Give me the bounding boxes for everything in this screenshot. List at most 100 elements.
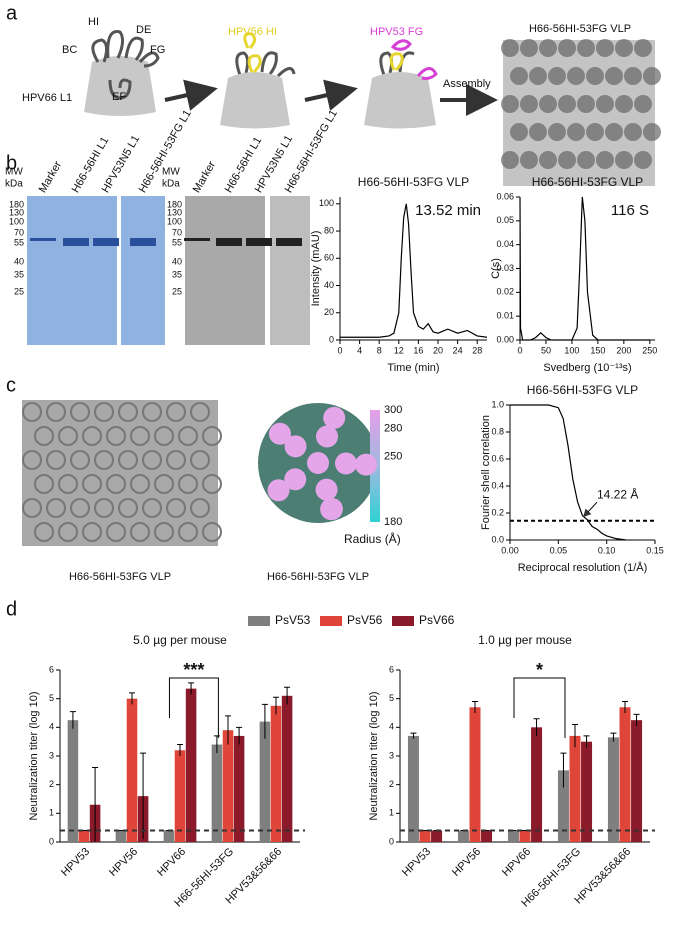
error-bar bbox=[633, 713, 640, 726]
y-tick-label: 1 bbox=[49, 808, 54, 818]
annotation: 116 S bbox=[611, 202, 649, 219]
bar bbox=[581, 741, 593, 842]
y-tick-label: 2 bbox=[49, 779, 54, 789]
capsomer bbox=[354, 453, 377, 476]
annotation: 13.52 min bbox=[415, 202, 481, 219]
bar bbox=[569, 735, 581, 842]
loop bbox=[235, 51, 250, 76]
error-bar bbox=[410, 732, 417, 739]
bar bbox=[233, 735, 245, 842]
caption: H66-56HI-53FG VLP bbox=[69, 571, 171, 583]
error-bar bbox=[560, 752, 567, 788]
particle bbox=[501, 95, 519, 113]
colorbar-tick: 180 bbox=[384, 516, 402, 528]
y-tick-label: 1.0 bbox=[491, 399, 504, 409]
particle bbox=[22, 498, 42, 518]
y-tick-label: 6 bbox=[389, 664, 394, 674]
y-tick-label: 5 bbox=[389, 693, 394, 703]
insert-label: HPV53 FG bbox=[370, 26, 423, 38]
mw-label: 55 bbox=[172, 237, 182, 247]
particle bbox=[94, 402, 114, 422]
mw-label: 70 bbox=[172, 227, 182, 237]
hi-insert bbox=[243, 32, 257, 50]
particle bbox=[634, 39, 652, 57]
bar bbox=[281, 695, 293, 842]
bar bbox=[481, 830, 493, 842]
mw-label: 130 bbox=[9, 207, 24, 217]
particle bbox=[577, 95, 595, 113]
particle bbox=[558, 95, 576, 113]
mw-label: 35 bbox=[14, 269, 24, 279]
significance: *** bbox=[183, 660, 204, 680]
band bbox=[30, 238, 56, 241]
x-tick-label: HPV66 bbox=[500, 846, 533, 879]
capsomer bbox=[316, 425, 339, 448]
bar bbox=[431, 830, 443, 842]
annotation: 14.22 Å bbox=[597, 487, 638, 502]
arrow bbox=[164, 79, 218, 111]
particle bbox=[58, 522, 78, 542]
mw-label: 180 bbox=[167, 199, 182, 209]
bar bbox=[607, 737, 619, 842]
particle bbox=[46, 450, 66, 470]
particle bbox=[46, 498, 66, 518]
particle bbox=[106, 522, 126, 542]
y-tick-label: 0.0 bbox=[491, 534, 504, 544]
mw-header: MW bbox=[162, 167, 180, 178]
panel-label: a bbox=[6, 2, 18, 24]
x-axis-label: Time (min) bbox=[387, 362, 439, 374]
bar bbox=[507, 830, 519, 842]
y-axis-label: Intensity (mAU) bbox=[310, 231, 322, 307]
mw-label: 40 bbox=[172, 256, 182, 266]
particle bbox=[501, 151, 519, 169]
particle bbox=[154, 426, 174, 446]
x-tick-label: 0 bbox=[337, 345, 342, 355]
error-bar bbox=[583, 735, 590, 748]
particle bbox=[605, 67, 623, 85]
mw-label: 55 bbox=[14, 237, 24, 247]
protein-3 bbox=[364, 72, 436, 129]
error-bar bbox=[610, 732, 617, 742]
particle bbox=[130, 426, 150, 446]
arrow bbox=[304, 79, 358, 111]
particle bbox=[58, 426, 78, 446]
particle bbox=[142, 498, 162, 518]
x-tick-label: 20 bbox=[433, 345, 443, 355]
mw-label: 25 bbox=[14, 286, 24, 296]
loop bbox=[138, 51, 160, 68]
y-tick-label: 0.03 bbox=[496, 263, 514, 273]
y-tick-label: 0.06 bbox=[496, 191, 514, 201]
lane-label: Marker bbox=[191, 159, 219, 195]
x-tick-label: 0.00 bbox=[501, 545, 519, 555]
particle bbox=[596, 151, 614, 169]
loop bbox=[108, 78, 132, 100]
particle bbox=[615, 95, 633, 113]
bar bbox=[419, 830, 431, 842]
particle bbox=[118, 498, 138, 518]
annotation-arrow bbox=[583, 501, 598, 518]
particle bbox=[70, 450, 90, 470]
legend-label: PsV56 bbox=[347, 613, 383, 627]
particle bbox=[624, 123, 642, 141]
bar bbox=[211, 744, 223, 842]
particle bbox=[586, 67, 604, 85]
y-tick-label: 4 bbox=[389, 722, 394, 732]
gel-2 bbox=[185, 196, 265, 345]
particle bbox=[643, 67, 661, 85]
mw-label: 25 bbox=[172, 286, 182, 296]
x-tick-label: 100 bbox=[564, 345, 579, 355]
x-tick-label: 8 bbox=[377, 345, 382, 355]
chart-title: H66-56HI-53FG VLP bbox=[532, 175, 643, 189]
particle bbox=[539, 39, 557, 57]
particle bbox=[166, 450, 186, 470]
bar bbox=[185, 688, 197, 842]
x-tick-label: 0.10 bbox=[598, 545, 616, 555]
particle bbox=[634, 151, 652, 169]
particle bbox=[142, 450, 162, 470]
particle bbox=[94, 450, 114, 470]
panel-label: b bbox=[6, 152, 17, 174]
gel-2b bbox=[270, 196, 310, 345]
mw-label: 100 bbox=[167, 216, 182, 226]
particle bbox=[634, 95, 652, 113]
error-bar bbox=[188, 682, 195, 695]
